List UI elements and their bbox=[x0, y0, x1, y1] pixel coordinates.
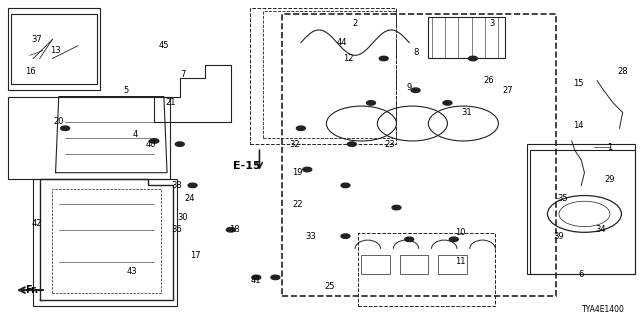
Text: 35: 35 bbox=[557, 194, 568, 203]
Text: 18: 18 bbox=[228, 225, 239, 234]
Text: 45: 45 bbox=[159, 41, 169, 50]
Text: 15: 15 bbox=[573, 79, 583, 88]
Circle shape bbox=[404, 237, 413, 242]
Text: 41: 41 bbox=[251, 276, 262, 285]
Circle shape bbox=[392, 205, 401, 210]
Text: 36: 36 bbox=[172, 225, 182, 234]
Text: 5: 5 bbox=[123, 86, 128, 95]
Circle shape bbox=[411, 88, 420, 92]
Circle shape bbox=[449, 237, 458, 242]
Text: 27: 27 bbox=[502, 86, 513, 95]
Text: 1: 1 bbox=[607, 143, 612, 152]
Text: 28: 28 bbox=[618, 67, 628, 76]
Text: TYA4E1400: TYA4E1400 bbox=[582, 305, 625, 314]
Text: 38: 38 bbox=[172, 181, 182, 190]
Text: 8: 8 bbox=[413, 48, 419, 57]
Text: 40: 40 bbox=[146, 140, 156, 148]
Text: 37: 37 bbox=[31, 35, 42, 44]
Text: 31: 31 bbox=[461, 108, 472, 117]
Bar bbox=[428, 17, 505, 59]
Circle shape bbox=[468, 56, 477, 61]
Text: 9: 9 bbox=[406, 83, 412, 92]
Circle shape bbox=[252, 275, 260, 280]
Circle shape bbox=[296, 126, 305, 131]
Circle shape bbox=[175, 142, 184, 146]
Text: 19: 19 bbox=[292, 168, 303, 177]
Bar bbox=[531, 150, 636, 274]
Text: 20: 20 bbox=[54, 117, 64, 126]
Circle shape bbox=[380, 56, 388, 61]
Text: 29: 29 bbox=[605, 174, 615, 184]
Text: 13: 13 bbox=[51, 46, 61, 55]
Circle shape bbox=[367, 101, 376, 105]
Text: 32: 32 bbox=[289, 140, 300, 148]
Circle shape bbox=[341, 234, 350, 238]
Circle shape bbox=[348, 142, 356, 146]
Circle shape bbox=[443, 101, 452, 105]
Bar bbox=[8, 97, 170, 179]
Circle shape bbox=[227, 228, 236, 232]
Circle shape bbox=[150, 139, 159, 143]
Text: 43: 43 bbox=[127, 267, 138, 276]
Text: 44: 44 bbox=[337, 38, 348, 47]
Bar bbox=[282, 14, 556, 296]
Text: 34: 34 bbox=[595, 225, 605, 234]
Circle shape bbox=[303, 167, 312, 172]
Text: 3: 3 bbox=[490, 19, 495, 28]
Text: 25: 25 bbox=[324, 282, 335, 292]
Circle shape bbox=[188, 183, 197, 188]
Text: 4: 4 bbox=[132, 130, 138, 139]
Text: E-15: E-15 bbox=[233, 161, 260, 171]
Text: 16: 16 bbox=[25, 67, 35, 76]
Text: 26: 26 bbox=[484, 76, 494, 85]
Text: 23: 23 bbox=[385, 140, 396, 148]
Text: 10: 10 bbox=[455, 228, 465, 237]
Bar bbox=[527, 144, 636, 274]
Text: 7: 7 bbox=[180, 70, 186, 79]
Circle shape bbox=[61, 126, 70, 131]
Text: 17: 17 bbox=[191, 251, 201, 260]
Text: 22: 22 bbox=[292, 200, 303, 209]
Text: 11: 11 bbox=[455, 257, 465, 266]
Bar bbox=[250, 8, 396, 144]
Text: 6: 6 bbox=[579, 270, 584, 279]
Text: 30: 30 bbox=[178, 212, 188, 222]
Bar bbox=[8, 8, 100, 90]
Text: 42: 42 bbox=[31, 219, 42, 228]
Bar bbox=[358, 233, 495, 306]
Text: 12: 12 bbox=[344, 54, 354, 63]
Text: 24: 24 bbox=[184, 194, 195, 203]
Circle shape bbox=[341, 183, 350, 188]
Text: 21: 21 bbox=[165, 99, 175, 108]
Text: 14: 14 bbox=[573, 121, 583, 130]
Circle shape bbox=[271, 275, 280, 280]
Text: 2: 2 bbox=[353, 19, 358, 28]
Text: Fr.: Fr. bbox=[26, 285, 38, 295]
Text: 39: 39 bbox=[554, 232, 564, 241]
Bar bbox=[33, 179, 177, 306]
Text: 33: 33 bbox=[305, 232, 316, 241]
